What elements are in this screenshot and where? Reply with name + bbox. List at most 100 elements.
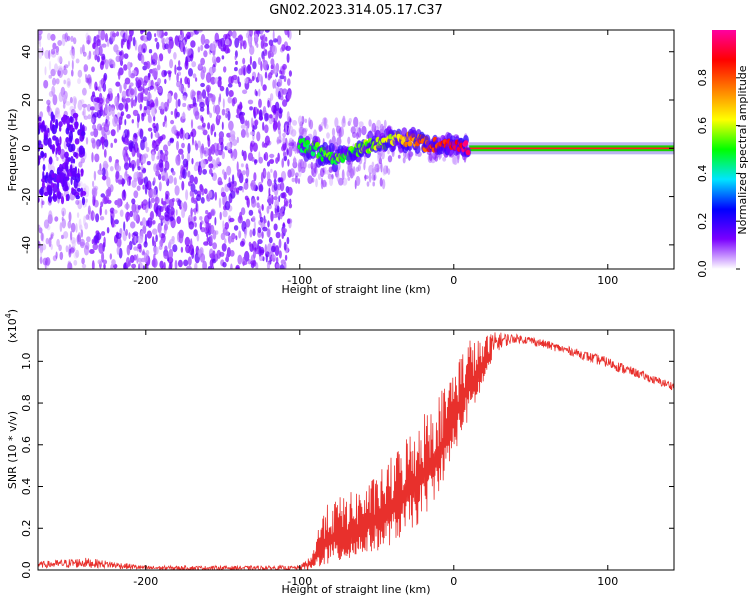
spectrogram-noise-cell (154, 131, 160, 138)
spectrogram-noise-cell (140, 171, 144, 180)
spectrogram-noise-cell (123, 53, 129, 59)
spectrogram-noise-cell (45, 237, 49, 245)
spectrogram-noise-cell (140, 54, 145, 64)
spectrogram-noise-cell (125, 97, 131, 103)
spectrogram-noise-cell (75, 223, 78, 233)
spectrogram-noise-cell (380, 150, 383, 157)
snr-y-tick-label: 0.8 (20, 394, 33, 412)
spectrogram-noise-cell (101, 53, 106, 61)
spectrogram-noise-cell (51, 144, 56, 153)
spectrogram-noise-cell (196, 233, 200, 242)
spectrogram-noise-cell (282, 151, 287, 157)
spectrogram-noise-cell (244, 120, 249, 126)
spectrogram-noise-cell (142, 265, 145, 269)
spectrogram-noise-cell (102, 109, 105, 117)
spectrogram-noise-cell (164, 171, 169, 183)
spectrogram-noise-cell (169, 138, 174, 144)
spectrogram-noise-cell (52, 94, 58, 106)
spectrogram-noise-cell (95, 86, 98, 91)
spectrogram-noise-cell (214, 131, 217, 138)
spectrogram-noise-cell (264, 112, 269, 122)
spectrogram-noise-cell (104, 209, 108, 216)
spectrogram-noise-cell (190, 119, 194, 129)
spectrogram-noise-cell (243, 150, 247, 161)
spectrogram-noise-cell (92, 243, 99, 251)
spectrogram-noise-cell (239, 240, 245, 247)
spectrogram-noise-cell (224, 230, 229, 237)
snr-scale-suffix: ) (6, 309, 19, 313)
spectrogram-noise-cell (56, 187, 60, 198)
snr-panel: -200 -100 0 100 0.0 0.2 0.4 0.6 0.8 1.0 Height o… (4, 309, 675, 596)
spectrogram-noise-cell (320, 177, 323, 185)
spectrogram-noise-cell (192, 73, 197, 79)
spectrogram-noise-cell (285, 200, 289, 207)
spectrogram-noise-cell (244, 228, 247, 239)
spectrogram-noise-cell (237, 254, 243, 265)
spectrogram-noise-cell (177, 259, 183, 268)
spectrogram-noise-cell (176, 131, 180, 139)
spectrogram-noise-cell (125, 257, 131, 268)
spectrogram-noise-cell (66, 172, 70, 180)
spectrogram-noise-cell (222, 261, 227, 268)
spectrogram-noise-cell (136, 185, 141, 191)
snr-y-ticks: 0.0 0.2 0.4 0.6 0.8 1.0 (20, 353, 674, 579)
spectrogram-noise-cell (205, 210, 209, 215)
colorbar-ticks: 0.0 0.2 0.4 0.6 0.8 (696, 69, 740, 278)
spectrogram-noise-cell (113, 138, 118, 144)
colorbar-tick-label: 0.2 (696, 212, 709, 230)
spectrogram-noise-cell (262, 226, 268, 232)
spectrogram-noise-cell (125, 102, 129, 113)
spectrogram-noise-cell (275, 263, 280, 269)
spectrogram-noise-cell (283, 155, 287, 162)
spectrogram-noise-cell (170, 261, 173, 269)
spectrogram-noise-cell (312, 163, 316, 169)
spectrogram-noise-cell (98, 101, 103, 110)
spectrogram-noise-cell (260, 39, 264, 49)
spectrogram-noise-cell (254, 37, 258, 42)
spectrogram-noise-cell (102, 82, 107, 92)
spectrogram-noise-cell (291, 177, 296, 183)
spectrogram-noise-cell (126, 61, 132, 70)
spectrogram-noise-cell (38, 30, 43, 35)
spectrogram-noise-cell (186, 77, 190, 85)
spectrogram-noise-cell (61, 218, 66, 229)
spectrogram-noise-cell (195, 77, 198, 82)
trace-point (465, 149, 471, 156)
spectrogram-noise-cell (59, 222, 63, 233)
spectrogram-noise-cell (307, 175, 313, 185)
spectrogram-noise-cell (336, 137, 342, 146)
spectrogram-noise-cell (323, 166, 327, 172)
spectrogram-noise-cell (275, 157, 279, 164)
spectrogram-noise-cell (144, 87, 149, 96)
spectrogram-noise-cell (260, 30, 264, 37)
spectrogram-noise-cell (141, 217, 147, 227)
spectrogram-noise-cell (310, 161, 314, 170)
spectrogram-noise-cell (347, 136, 351, 145)
colorbar-gradient (712, 30, 736, 269)
spectrogram-noise-cell (118, 122, 121, 131)
spectrogram-noise-cell (85, 73, 87, 80)
spectrogram-noise-cell (274, 78, 277, 89)
spectrogram-noise-cell (144, 233, 147, 245)
spectrogram-noise-cell (248, 79, 253, 84)
spectrogram-noise-cell (272, 79, 276, 89)
spectrogram-noise-cell (249, 131, 255, 136)
snr-series (38, 332, 674, 570)
spectrogram-noise-cell (199, 106, 205, 112)
spectrogram-noise-cell (164, 31, 168, 36)
spectrogram-noise-cell (50, 111, 54, 121)
spectrogram-noise-cell (272, 120, 278, 130)
spectrogram-noise-cell (109, 166, 114, 172)
trace-halo (328, 142, 335, 153)
spectrogram-noise-cell (118, 247, 123, 259)
spectrogram-x-tick-label: 100 (597, 274, 618, 287)
spectrogram-noise-cell (221, 191, 226, 198)
spectrogram-noise-cell (59, 172, 64, 184)
spectrogram-noise-cell (65, 137, 70, 143)
spectrogram-noise-cell (39, 124, 44, 129)
spectrogram-noise-cell (181, 207, 186, 219)
spectrogram-x-tick-label: -200 (133, 274, 158, 287)
spectrogram-noise-cell (241, 170, 246, 176)
spectrogram-noise-cell (260, 61, 263, 72)
spectrogram-noise-cell (194, 110, 200, 120)
